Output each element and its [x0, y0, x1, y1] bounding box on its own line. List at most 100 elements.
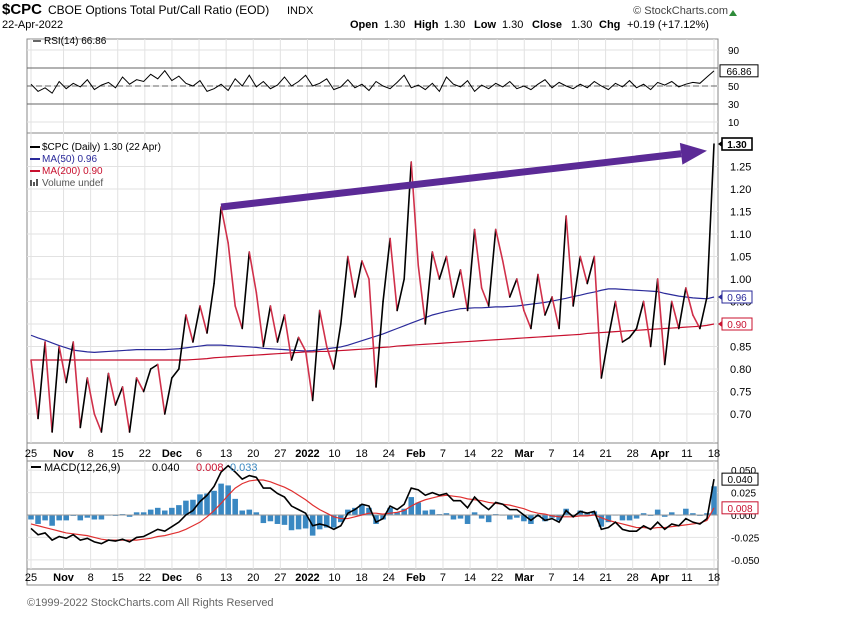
- cpc-price-segment: [537, 273, 546, 316]
- cpc-price-segment: [685, 287, 694, 316]
- macd-histogram-bar: [359, 504, 365, 515]
- cpc-price-segment: [213, 206, 222, 285]
- price-tick-label: 1.25: [730, 162, 751, 174]
- instrument-name: CBOE Options Total Put/Call Ratio (EOD): [48, 3, 269, 17]
- cpc-price-segment: [459, 269, 469, 312]
- macd-histogram-bar: [457, 515, 464, 519]
- macd-histogram-bar: [373, 515, 379, 524]
- ohlc-high-label: High: [414, 19, 439, 31]
- cpc-price-segment: [572, 255, 582, 307]
- macd-histogram-bar: [225, 485, 231, 515]
- x-tick-label: 22: [139, 572, 151, 584]
- cpc-price-segment: [579, 255, 589, 285]
- cpc-price-segment: [332, 323, 342, 370]
- price-last-value: 0.96: [727, 293, 747, 304]
- cpc-price-segment: [593, 255, 603, 379]
- cpc-price-segment: [93, 413, 103, 433]
- macd-tick-label: 0.025: [731, 489, 756, 500]
- x-tick-label: 14: [572, 448, 584, 460]
- macd-line: [30, 464, 715, 545]
- macd-histogram-bar: [633, 515, 640, 519]
- x-tick-label: 25: [25, 572, 37, 584]
- macd-histogram-bar: [91, 515, 98, 520]
- x-tick-label: 7: [548, 448, 554, 460]
- price-last-value-pointer: [718, 321, 722, 327]
- macd-histogram-bar: [295, 515, 302, 530]
- cpc-price-segment: [135, 377, 145, 393]
- macd-histogram-bar: [323, 515, 330, 528]
- x-tick-label: 24: [383, 572, 395, 584]
- macd-histogram-bar: [183, 500, 189, 515]
- cpc-price-segment: [79, 377, 89, 429]
- x-tick-label: 2022: [295, 572, 319, 584]
- macd-histogram-bar: [429, 509, 436, 515]
- cpc-price-segment: [185, 314, 194, 343]
- x-tick-label: 14: [572, 572, 584, 584]
- cpc-price-segment: [663, 300, 673, 366]
- macd-legend-hist: 0.033: [230, 462, 258, 474]
- price-panel-frame: [26, 132, 719, 444]
- macd-histogram-bar: [626, 515, 633, 521]
- cpc-price-segment: [354, 260, 363, 298]
- cpc-price-segment: [347, 255, 356, 298]
- price-tick-label: 0.70: [730, 409, 751, 421]
- cpc-price-segment: [692, 314, 701, 330]
- macd-histogram-bar: [415, 502, 422, 515]
- macd-histogram-bar: [63, 515, 69, 521]
- stockcharts-logo: © StockCharts.com: [633, 5, 728, 17]
- macd-histogram-bar: [56, 515, 62, 521]
- ohlc-low-label: Low: [474, 19, 496, 31]
- price-tick-label: 0.85: [730, 342, 751, 354]
- x-tick-label: 7: [440, 572, 446, 584]
- x-tick-label: Nov: [53, 448, 75, 460]
- cpc-price-segment: [51, 345, 60, 433]
- macd-histogram-bar: [542, 515, 548, 522]
- x-tick-label: 28: [627, 448, 639, 460]
- macd-histogram-bar: [232, 498, 238, 515]
- cpc-price-segment: [558, 215, 567, 330]
- cpc-price-segment: [699, 296, 708, 330]
- cpc-price-segment: [403, 161, 413, 280]
- cpc-price-segment: [304, 350, 314, 402]
- x-tick-label: 20: [247, 448, 259, 460]
- cpc-price-segment: [551, 296, 560, 330]
- ohlc-low: 1.30: [502, 19, 523, 31]
- cpc-price-segment: [171, 368, 180, 379]
- macd-last-value-box: [721, 472, 759, 486]
- macd-histogram-bar: [162, 510, 168, 515]
- cpc-price-segment: [163, 377, 173, 415]
- rsi-tick-label: 50: [728, 82, 740, 93]
- x-tick-label: 7: [548, 572, 554, 584]
- cpc-price-segment: [30, 359, 39, 420]
- cpc-price-segment: [600, 336, 610, 379]
- cpc-price-segment: [523, 309, 532, 330]
- cpc-price-segment: [635, 300, 645, 330]
- x-tick-label: 22: [491, 448, 503, 460]
- cpc-price-segment: [311, 309, 321, 402]
- copyright-notice: ©1999-2022 StockCharts.com All Rights Re…: [27, 597, 274, 609]
- x-tick-label: 27: [274, 448, 286, 460]
- ma200-line: [31, 323, 715, 361]
- cpc-price-segment: [290, 336, 300, 361]
- cpc-price-segment: [670, 300, 680, 330]
- x-tick-label: Dec: [162, 448, 182, 460]
- macd-histogram-bar: [98, 515, 105, 520]
- rsi-last-value-box: [719, 64, 759, 78]
- chart-date: 22-Apr-2022: [2, 19, 63, 31]
- macd-histogram-bar: [176, 505, 182, 515]
- cpc-price-segment: [628, 327, 638, 339]
- macd-histogram-bar: [514, 515, 520, 518]
- macd-histogram-bar: [661, 515, 668, 517]
- macd-histogram-bar: [619, 515, 626, 521]
- cpc-price-segment: [452, 269, 462, 298]
- x-axis-band-top: [26, 442, 719, 462]
- cpc-price-segment: [656, 278, 666, 366]
- cpc-price-segment: [58, 345, 68, 384]
- cpc-price-segment: [340, 255, 349, 325]
- cpc-price-segment: [396, 278, 405, 312]
- cpc-price-segment: [501, 260, 511, 298]
- cpc-price-segment: [438, 255, 448, 280]
- cpc-price-segment: [269, 305, 279, 343]
- macd-histogram-bar: [274, 515, 281, 524]
- macd-histogram-bar: [204, 493, 210, 515]
